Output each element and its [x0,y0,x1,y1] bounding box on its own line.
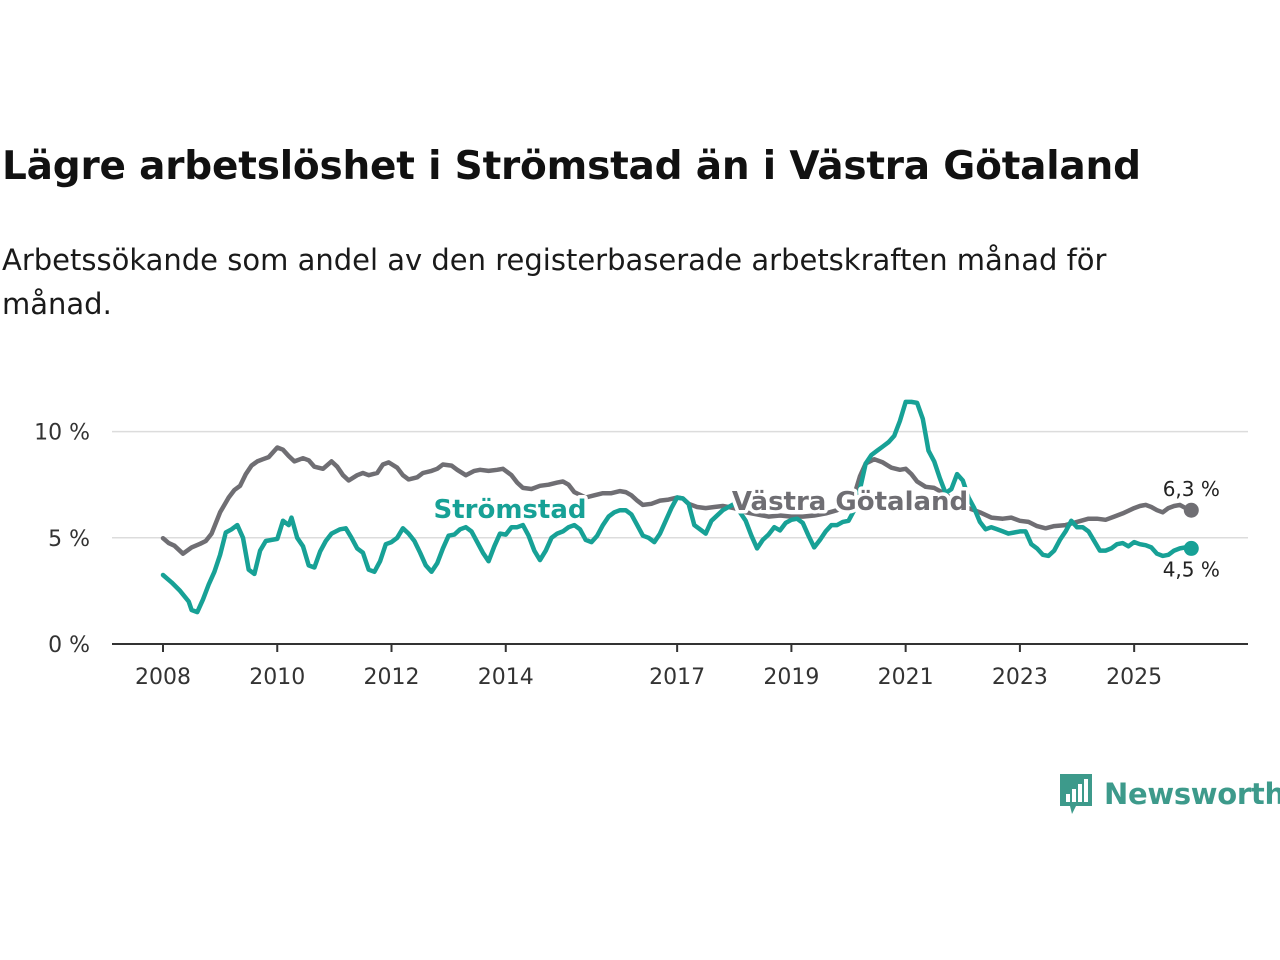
x-tick-label: 2008 [135,665,191,690]
end-value-label-vastra-gotaland: 6,3 % [1163,477,1220,501]
x-tick-label: 2017 [649,665,705,690]
x-tick-label: 2014 [478,665,534,690]
series-name-label-stromstad: Strömstad [434,495,587,525]
logo-text: Newsworthy [1104,777,1280,811]
y-tick-label: 10 % [34,421,90,446]
x-tick-label: 2010 [249,665,305,690]
end-point-stromstad [1183,540,1199,556]
chart-title: Lägre arbetslöshet i Strömstad än i Väst… [2,144,1141,189]
chart-labels: 6,3 % 4,5 % Västra Götaland Strömstad [430,477,1220,581]
series-line-stromstad [160,399,1194,615]
x-tick-label: 2021 [878,665,934,690]
y-tick-label: 5 % [48,527,90,552]
x-tick-label: 2019 [763,665,819,690]
newsworthy-logo[interactable]: Newsworthy [1058,772,1280,816]
x-tick-label: 2012 [364,665,420,690]
series-lines [160,399,1199,615]
series-line-vastra-gotaland [160,445,1194,556]
series-name-label-vastra-gotaland: Västra Götaland [732,487,968,517]
newsworthy-logo-icon [1060,774,1092,814]
y-tick-label: 0 % [48,633,90,658]
axes: 0 % 5 % 10 % 2008 2010 2012 2014 2017 2019 2021 20… [34,421,1248,690]
chart-subtitle: Arbetssökande som andel av den registerb… [2,243,1107,321]
x-tick-label: 2023 [992,665,1048,690]
x-tick-label: 2025 [1106,665,1162,690]
end-value-label-stromstad: 4,5 % [1163,557,1220,581]
end-point-vastra-gotaland [1183,502,1199,518]
